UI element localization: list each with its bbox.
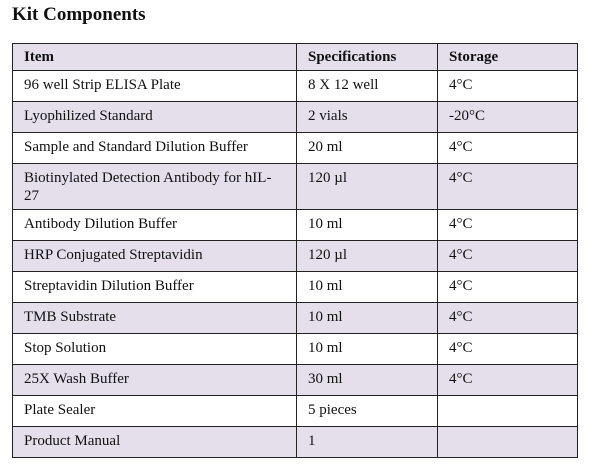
table-cell: 1 xyxy=(296,426,438,458)
table-cell: 4°C xyxy=(437,209,578,241)
table-cell: 25X Wash Buffer xyxy=(12,364,297,396)
header-row: Item Specifications Storage xyxy=(12,43,578,71)
table-row: Antibody Dilution Buffer 10 ml 4°C xyxy=(12,209,578,241)
table-cell: TMB Substrate xyxy=(12,302,297,334)
table-cell: 20 ml xyxy=(296,132,438,164)
table-cell: -20°C xyxy=(437,101,578,133)
table-cell: 8 X 12 well xyxy=(296,70,438,102)
table-cell: 120 µl xyxy=(296,163,438,210)
table-row: Sample and Standard Dilution Buffer 20 ml… xyxy=(12,132,578,164)
table-cell: 4°C xyxy=(437,302,578,334)
table-cell: Product Manual xyxy=(12,426,297,458)
table-cell: 10 ml xyxy=(296,271,438,303)
table-cell: 4°C xyxy=(437,132,578,164)
table-cell: 10 ml xyxy=(296,302,438,334)
table-cell: 96 well Strip ELISA Plate xyxy=(12,70,297,102)
table-cell: 4°C xyxy=(437,163,578,210)
table-row: TMB Substrate 10 ml 4°C xyxy=(12,302,578,334)
table-cell: 4°C xyxy=(437,70,578,102)
table-cell: 5 pieces xyxy=(296,395,438,427)
table-cell: 30 ml xyxy=(296,364,438,396)
kit-table: Item Specifications Storage 96 well Strip … xyxy=(12,43,578,458)
table-cell: Plate Sealer xyxy=(12,395,297,427)
column-header: Storage xyxy=(437,43,578,71)
table-cell: HRP Conjugated Streptavidin xyxy=(12,240,297,272)
column-header: Item xyxy=(12,43,297,71)
table-row: Product Manual 1 xyxy=(12,426,578,458)
table-body: 96 well Strip ELISA Plate 8 X 12 well 4°C L… xyxy=(12,70,578,458)
table-cell: 10 ml xyxy=(296,333,438,365)
table-row: Streptavidin Dilution Buffer 10 ml 4°C xyxy=(12,271,578,303)
empty-cell xyxy=(437,426,578,458)
empty-cell xyxy=(437,395,578,427)
title: Kit Components xyxy=(12,4,146,25)
table-cell: Stop Solution xyxy=(12,333,297,365)
table-cell: 4°C xyxy=(437,333,578,365)
table-cell: 4°C xyxy=(437,240,578,272)
table-cell: Biotinylated Detection Antibody for hIL-… xyxy=(12,163,297,210)
table-row: 25X Wash Buffer 30 ml 4°C xyxy=(12,364,578,396)
table-cell: 2 vials xyxy=(296,101,438,133)
table-row: 96 well Strip ELISA Plate 8 X 12 well 4°C xyxy=(12,70,578,102)
table-cell: Sample and Standard Dilution Buffer xyxy=(12,132,297,164)
table-row: Stop Solution 10 ml 4°C xyxy=(12,333,578,365)
table-cell: 10 ml xyxy=(296,209,438,241)
table-cell: 4°C xyxy=(437,271,578,303)
table-cell: Streptavidin Dilution Buffer xyxy=(12,271,297,303)
table-cell: 120 µl xyxy=(296,240,438,272)
table-row: Lyophilized Standard 2 vials -20°C xyxy=(12,101,578,133)
table-row: Biotinylated Detection Antibody for hIL-… xyxy=(12,163,578,210)
column-header: Specifications xyxy=(296,43,438,71)
table-row: HRP Conjugated Streptavidin 120 µl 4°C xyxy=(12,240,578,272)
table-cell: Antibody Dilution Buffer xyxy=(12,209,297,241)
table-cell: Lyophilized Standard xyxy=(12,101,297,133)
table-cell: 4°C xyxy=(437,364,578,396)
table-row: Plate Sealer 5 pieces xyxy=(12,395,578,427)
